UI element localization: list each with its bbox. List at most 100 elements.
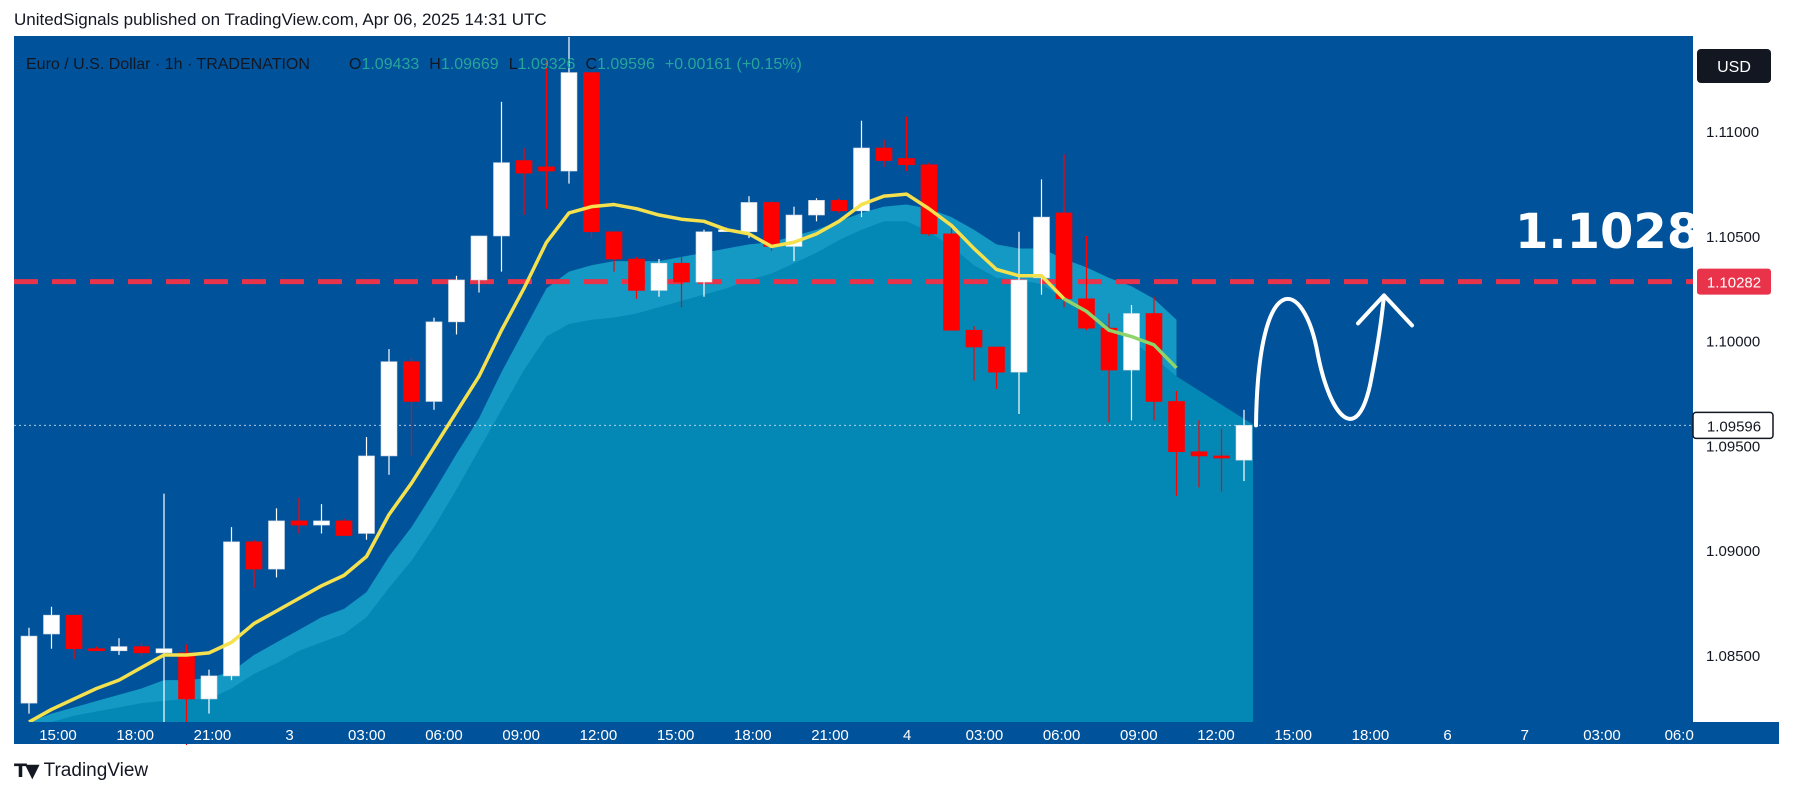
candle (808, 198, 825, 222)
candle (358, 437, 375, 540)
candle-body (1145, 313, 1163, 402)
candle-body (830, 200, 848, 212)
candle-body (875, 147, 893, 161)
x-tick-label: 15:00 (1274, 727, 1312, 744)
candle (515, 147, 533, 216)
target-price-label-bg (1697, 268, 1771, 295)
footer-brand[interactable]: T▼ TradingView (14, 760, 148, 782)
candle (470, 235, 488, 293)
candle (425, 317, 443, 410)
candle (335, 518, 353, 536)
candle-body (538, 166, 555, 172)
candle (110, 638, 128, 655)
x-tick-label: 03:00 (966, 727, 1004, 744)
candle (268, 508, 285, 578)
candle (1190, 420, 1208, 488)
candle (65, 614, 83, 660)
legend-h-value: 1.09669 (441, 56, 499, 73)
candle (200, 669, 218, 714)
candle (1055, 154, 1073, 308)
candle (650, 259, 668, 297)
candle-body (155, 648, 173, 654)
candle-body (268, 520, 285, 570)
candle-body (740, 202, 758, 233)
last-price-label-text: 1.09596 (1707, 418, 1761, 435)
candle-body (515, 160, 533, 174)
candle-body (43, 614, 60, 635)
forecast-arrow-head (1356, 293, 1414, 328)
legend-change: +0.00161 (+0.15%) (665, 56, 802, 73)
candle-body (110, 646, 128, 652)
candle (560, 36, 578, 184)
forecast-wave-path (1254, 295, 1386, 428)
candle-body (1100, 327, 1118, 371)
x-tick-label: 6 (1443, 727, 1451, 744)
candle (313, 504, 330, 534)
candle (133, 642, 150, 658)
candle-body (920, 164, 938, 235)
candle-body (628, 258, 645, 291)
candle (673, 256, 690, 308)
x-tick-label: 03:00 (1583, 727, 1621, 744)
x-tick-label: 06:00 (425, 727, 463, 744)
candle-body (560, 72, 578, 172)
last-price-label-bg (1692, 411, 1774, 440)
target-annotation-text: 1.1028 (1515, 204, 1700, 260)
legend-l-value: 1.09326 (518, 56, 576, 73)
legend-l-label: L (509, 56, 518, 73)
candle (43, 606, 60, 649)
candle-body (493, 162, 510, 237)
publish-caption: UnitedSignals published on TradingView.c… (14, 10, 547, 29)
axes: 1.08500 1.09000 1.09500 1.10000 1.10500 1.110… (14, 36, 1779, 744)
candle-body (1213, 455, 1230, 459)
candle-body (335, 520, 353, 536)
candle (223, 527, 240, 681)
candle (988, 346, 1005, 389)
candle (898, 116, 915, 172)
candle (1235, 409, 1253, 482)
candle (853, 120, 870, 218)
candle-body (358, 455, 375, 534)
x-tick-label: 18:00 (116, 727, 154, 744)
candle-body (65, 614, 83, 649)
candlesticks (20, 36, 1253, 746)
ema-line-tail (1063, 297, 1178, 370)
candle-body (605, 231, 623, 260)
candle-body (200, 675, 218, 700)
candle-body (290, 520, 308, 526)
x-tick-label: 18:00 (734, 727, 772, 744)
candle-body (178, 652, 195, 700)
candle (20, 627, 38, 714)
candle (493, 101, 510, 272)
currency-button-label: USD (1717, 59, 1751, 76)
candle (965, 326, 983, 381)
candle-body (695, 231, 713, 283)
price-axis-panel (1693, 36, 1779, 722)
x-tick-label: 06:00 (1043, 727, 1081, 744)
candle-body (808, 200, 825, 216)
y-tick-label: 1.11000 (1706, 124, 1759, 141)
candle-body (583, 72, 600, 233)
drawing-annotations[interactable] (1254, 293, 1414, 428)
candle (920, 162, 938, 236)
x-tick-label: 12:00 (1197, 727, 1235, 744)
candle (583, 72, 600, 239)
legend-h-label: H (429, 56, 441, 73)
area-tail-fill (1176, 376, 1253, 722)
x-tick-label: 09:00 (1120, 727, 1158, 744)
candle (245, 539, 263, 588)
x-tick-label: 03:00 (348, 727, 386, 744)
candle (290, 497, 308, 534)
candle-body (1168, 401, 1185, 453)
candle (605, 231, 623, 272)
candle (1168, 391, 1185, 496)
y-tick-label: 1.10000 (1706, 334, 1760, 351)
currency-button[interactable]: USD (1697, 49, 1771, 83)
area-lower-fill (29, 221, 1177, 722)
target-price-label-text: 1.10282 (1707, 275, 1761, 292)
x-tick-label: 18:00 (1352, 727, 1390, 744)
candle (1213, 428, 1230, 492)
last-price-label: 1.09596 (1692, 411, 1774, 440)
ema-layer (28, 192, 1178, 724)
